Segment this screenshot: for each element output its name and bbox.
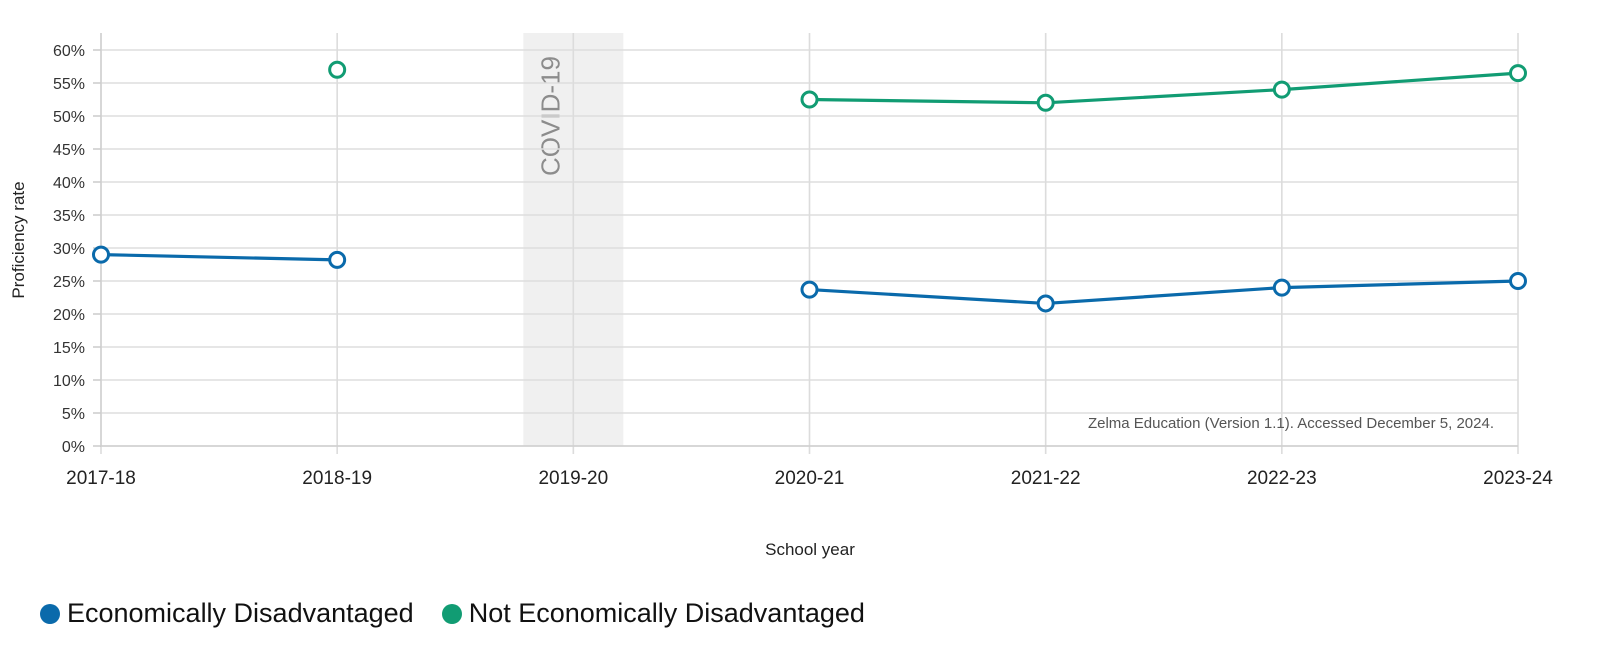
legend-label-not-economically-disadvantaged: Not Economically Disadvantaged <box>468 598 865 628</box>
y-tick-label: 35% <box>53 208 85 225</box>
gridlines <box>100 33 1519 454</box>
x-tick-label: 2020-21 <box>775 468 845 489</box>
x-tick-label: 2022-23 <box>1247 468 1317 489</box>
x-tick-label: 2018-19 <box>302 468 372 489</box>
y-tick-label: 30% <box>53 241 85 258</box>
source-note: Zelma Education (Version 1.1). Accessed … <box>1088 415 1494 432</box>
y-tick-label: 45% <box>53 142 85 159</box>
data-point-not-economically-disadvantaged <box>1272 80 1291 99</box>
series-line-economically-disadvantaged <box>99 253 339 262</box>
data-point-economically-disadvantaged <box>1036 294 1055 313</box>
tick-labels: 0% 5% 10% 15% 20% 25% 30% 35% 40% 45% 50% 55% 60% 201… <box>53 43 1553 489</box>
y-tick-label: 25% <box>53 274 85 291</box>
y-tick-label: 5% <box>62 406 85 423</box>
data-point-not-economically-disadvantaged <box>1509 64 1527 83</box>
y-tick-label: 15% <box>53 340 85 357</box>
data-point-not-economically-disadvantaged <box>1036 93 1055 112</box>
legend-item-not-economically-disadvantaged[interactable]: Not Economically Disadvantaged <box>441 598 865 629</box>
data-point-not-economically-disadvantaged <box>328 60 347 79</box>
y-tick-label: 60% <box>53 43 85 60</box>
series-line-not-economically-disadvantaged <box>807 71 1520 105</box>
y-tick-label: 20% <box>53 307 85 324</box>
data-point-not-economically-disadvantaged <box>800 90 819 109</box>
data-point-economically-disadvantaged <box>92 245 110 264</box>
x-tick-label: 2021-22 <box>1011 468 1081 489</box>
series-lines <box>99 71 1520 306</box>
x-tick-label: 2023-24 <box>1483 468 1553 489</box>
legend: Economically Disadvantaged Not Economica… <box>40 598 893 629</box>
legend-item-economically-disadvantaged[interactable]: Economically Disadvantaged <box>40 598 414 629</box>
series-line-economically-disadvantaged <box>807 279 1520 306</box>
x-tick-label: 2019-20 <box>538 468 608 489</box>
data-point-economically-disadvantaged <box>1272 278 1291 297</box>
x-tick-label: 2017-18 <box>66 468 136 489</box>
data-point-economically-disadvantaged <box>328 250 347 269</box>
x-axis-title: School year <box>765 540 855 559</box>
y-tick-label: 0% <box>62 439 85 456</box>
legend-swatch-not-economically-disadvantaged <box>441 603 462 624</box>
data-point-economically-disadvantaged <box>1509 272 1527 290</box>
y-tick-label: 10% <box>53 373 85 390</box>
y-tick-label: 50% <box>53 109 85 126</box>
axes <box>93 33 1518 447</box>
series-points <box>92 60 1527 313</box>
line-chart: COVID-19 0%5%10%15%20%25%30%35%40%45%50%… <box>9 33 1553 559</box>
legend-swatch-economically-disadvantaged <box>40 603 60 624</box>
y-tick-label: 40% <box>53 175 85 192</box>
data-point-economically-disadvantaged <box>800 280 819 299</box>
y-tick-label: 55% <box>53 76 85 93</box>
y-axis-title: Proficiency rate <box>9 181 28 298</box>
legend-label-economically-disadvantaged: Economically Disadvantaged <box>67 598 414 628</box>
